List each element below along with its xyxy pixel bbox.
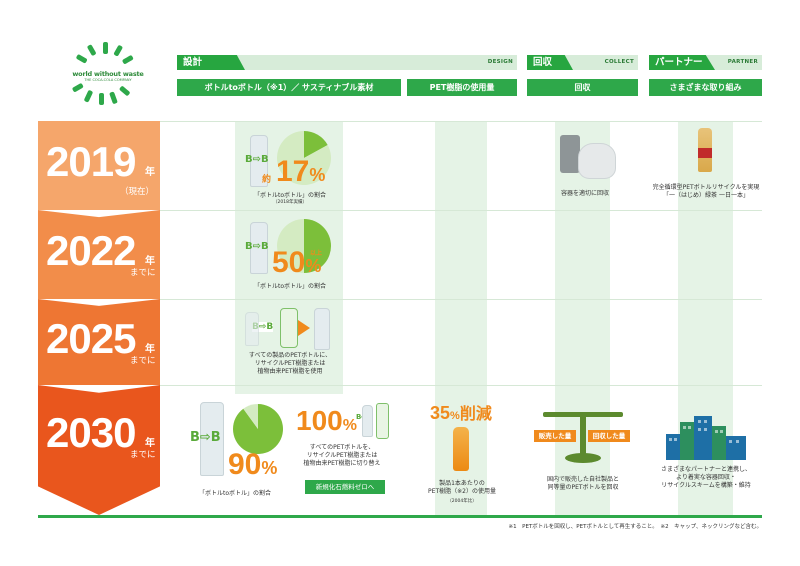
bottle-bag-icon	[578, 143, 616, 179]
reduce-35-value: 35%削減	[430, 400, 492, 424]
sold-amount-tag: 販売した量	[534, 430, 576, 442]
pie-slice	[304, 131, 328, 158]
row-divider	[160, 210, 762, 211]
year-row-2025	[38, 299, 160, 385]
year-2022: 2022	[46, 227, 136, 274]
world-without-waste-logo	[72, 42, 134, 105]
above-label: 以上	[310, 250, 323, 257]
pet-usage-subheader: PET樹脂の使用量	[407, 79, 517, 96]
collect-section-header: 回収 COLLECT	[527, 55, 638, 70]
year-2030-suffix: 年	[145, 438, 155, 449]
plant-bottle-icon	[280, 308, 298, 348]
pet-bottle-icon	[250, 222, 268, 274]
switch-caption: すべてのPETボトルを、 リサイクルPET樹脂または 植物由来PET樹脂に切り替…	[303, 444, 381, 467]
reduce-number: 35	[430, 403, 451, 423]
logo-text: world without waste	[72, 70, 144, 78]
pct-sign: %	[309, 165, 326, 185]
partner-label: パートナー	[649, 55, 715, 70]
row-divider	[160, 121, 762, 122]
pet-bottle-icon	[250, 135, 268, 187]
approx-label: 約	[262, 175, 272, 185]
year-2030: 2030	[46, 409, 136, 456]
pct-number: 90	[228, 448, 262, 481]
pct-sign: %	[261, 458, 278, 478]
all-products-caption: すべての製品のPETボトルに、 リサイクルPET樹脂または 植物由来PET樹脂を…	[248, 352, 332, 375]
pie-slice	[243, 404, 258, 429]
partner-section-header: パートナー PARTNER	[649, 55, 762, 70]
pie-chart-2019	[277, 131, 331, 185]
logo-subtext: THE COCA-COLA COMPANY	[84, 78, 132, 82]
collect-en: COLLECT	[604, 59, 634, 65]
pct-sign: %	[342, 417, 357, 434]
pct-number: 100	[296, 405, 343, 436]
partner-en: PARTNER	[727, 59, 758, 65]
b2b-badge: B⇨B	[245, 241, 269, 252]
pct-50-value: 50%	[272, 246, 321, 280]
year-2030-sub: までに	[130, 450, 156, 460]
year-2025-suffix: 年	[145, 344, 155, 355]
pie-chart-2022	[277, 219, 331, 273]
row-divider	[160, 299, 762, 300]
pct-sign: %	[305, 256, 322, 276]
pet-bottle-icon	[245, 312, 259, 346]
pie-slice	[304, 219, 331, 273]
year-2019-suffix: 年	[145, 167, 155, 178]
green-tea-label	[698, 148, 712, 158]
collected-amount-tag: 回収した量	[588, 430, 630, 442]
partner-caption-2030: さまざまなパートナーと連携し、 より着実な容器回収・ リサイクルスキームを構築・…	[660, 466, 751, 489]
year-2025-sub: までに	[130, 356, 156, 366]
pet-bottle-icon	[362, 405, 373, 437]
partner-subheader: さまざまな取り組み	[649, 79, 762, 96]
city-buildings-icon	[666, 416, 746, 460]
year-2022-suffix: 年	[145, 256, 155, 267]
design-label: 設計	[177, 55, 245, 70]
b2b-badge: B⇨B	[190, 430, 221, 445]
collect-caption-2030: 国内で販売した自社製品と 同等量のPETボトルを回収	[546, 476, 619, 491]
pie-slice	[277, 219, 304, 273]
b2b-badge: B⇨B	[245, 154, 269, 165]
row-divider	[160, 385, 762, 386]
arrow-right-icon	[298, 320, 310, 336]
orange-bottle-icon	[453, 427, 469, 471]
year-2022-sub: までに	[130, 268, 156, 278]
reduce-caption: 製品1本あたりの PET樹脂（※2）の使用量	[428, 480, 496, 495]
bottom-rule	[38, 515, 762, 518]
pct-number: 17	[276, 155, 310, 188]
b2b-subheader: ボトルtoボトル（※1）／ サスティナブル素材	[177, 79, 401, 96]
pct-90-value: 90%	[228, 448, 277, 482]
pct-number: 50	[272, 246, 306, 279]
collection-bin-icon	[560, 135, 580, 173]
pct-17-value: 17%	[276, 155, 325, 189]
b2b-ratio-subcaption: （2018年実績）	[273, 200, 307, 205]
design-section-header: 設計 DESIGN	[177, 55, 517, 70]
pct-100-value: 100%	[296, 405, 357, 437]
reduce-sign: %	[450, 410, 460, 422]
collect-caption-2019: 容器を適切に回収	[560, 190, 609, 197]
year-2019-sub: （現在）	[120, 187, 155, 197]
year-row-2022	[38, 210, 160, 299]
pie-chart-2030	[233, 404, 283, 454]
pie-slice	[277, 131, 331, 185]
b2b-ratio-caption: 「ボトルtoボトル」の割合	[253, 192, 327, 199]
pet-bottle-icon	[314, 308, 330, 350]
design-en: DESIGN	[487, 59, 513, 65]
footnote: ※1 PETボトルを回収し、PETボトルとして再生すること。 ※2 キャップ、ネ…	[508, 524, 762, 530]
year-2019: 2019	[46, 138, 136, 185]
year-row-2019	[38, 121, 160, 210]
collect-label: 回収	[527, 55, 573, 70]
collect-subheader: 回収	[527, 79, 638, 96]
partner-caption-2019: 完全循環型PETボトルリサイクルを実現 「一（はじめ）緑茶 一日一本」	[652, 184, 760, 199]
year-2025: 2025	[46, 315, 136, 362]
zero-fossil-fuel-button: 新規化石燃料ゼロへ	[305, 480, 385, 494]
b2b-ratio-caption: 「ボトルtoボトル」の割合	[198, 490, 272, 497]
pet-bottle-icon	[200, 402, 224, 476]
b2b-badge: B⇨B	[252, 322, 274, 332]
reduce-subcaption: （2004年比）	[447, 499, 477, 504]
plant-bottle-icon	[376, 403, 389, 439]
year-row-2030	[38, 385, 160, 515]
reduce-word: 削減	[459, 406, 492, 423]
b2b-ratio-caption: 「ボトルtoボトル」の割合	[253, 283, 327, 290]
